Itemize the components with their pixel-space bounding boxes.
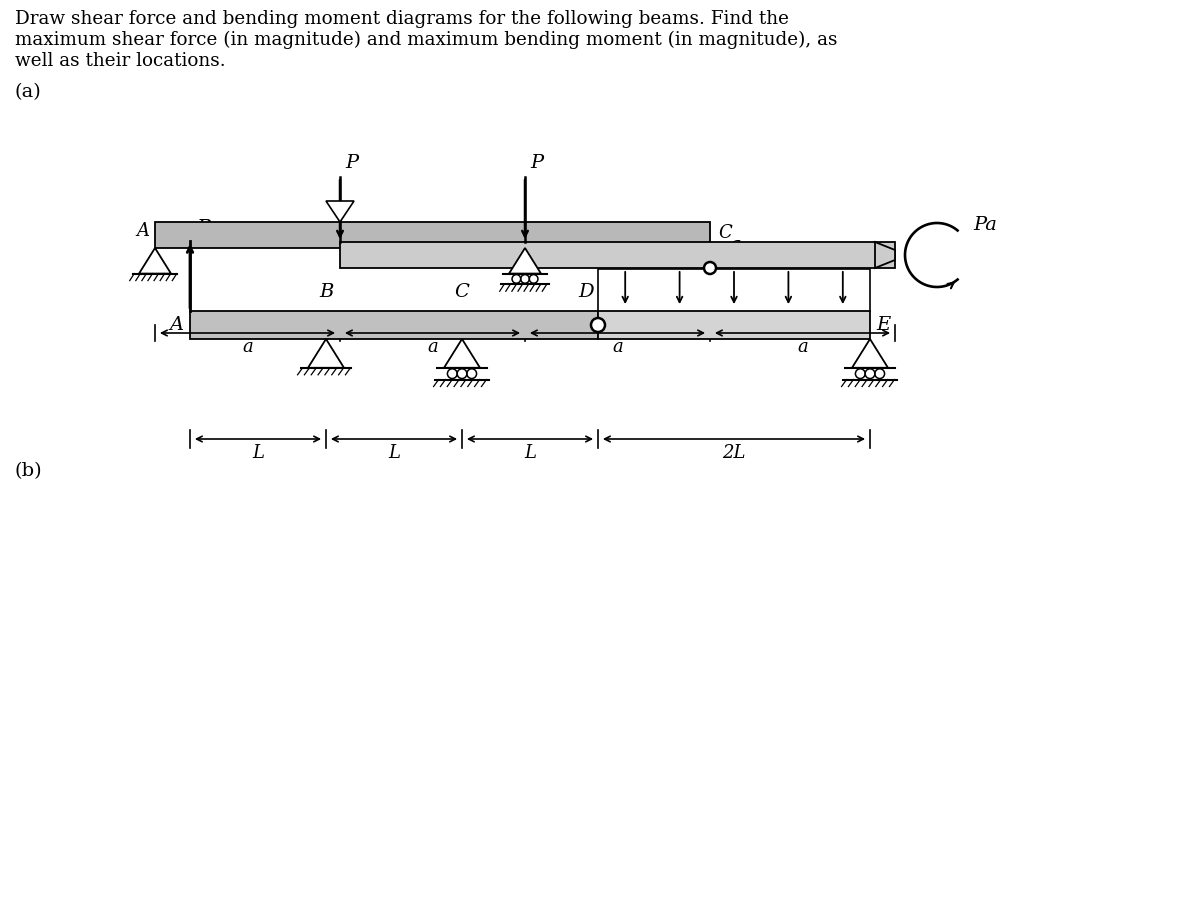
Text: A: A <box>170 316 184 334</box>
Text: maximum shear force (in magnitude) and maximum bending moment (in magnitude), as: maximum shear force (in magnitude) and m… <box>16 31 837 49</box>
Polygon shape <box>327 201 354 222</box>
Polygon shape <box>190 311 598 339</box>
Text: a: a <box>427 338 438 356</box>
Text: C: C <box>454 283 470 301</box>
Text: B: B <box>319 283 334 301</box>
Polygon shape <box>309 339 344 368</box>
Polygon shape <box>852 339 887 368</box>
Text: a: a <box>612 338 623 356</box>
Text: B: B <box>529 254 542 272</box>
Text: L: L <box>524 444 536 462</box>
Text: a: a <box>797 338 807 356</box>
Text: D: D <box>579 283 594 301</box>
Text: C: C <box>718 224 732 242</box>
Text: (b): (b) <box>16 462 43 480</box>
Text: q: q <box>727 236 740 255</box>
Text: a: a <box>242 338 252 356</box>
Text: P: P <box>530 154 543 172</box>
Circle shape <box>591 318 605 332</box>
Text: Pa: Pa <box>974 216 997 234</box>
Text: E: E <box>875 316 890 334</box>
Polygon shape <box>155 222 710 248</box>
Text: 2L: 2L <box>722 444 746 462</box>
Polygon shape <box>598 311 869 339</box>
Text: P: P <box>344 154 358 172</box>
Polygon shape <box>340 242 895 268</box>
Circle shape <box>704 262 716 274</box>
Text: (a): (a) <box>16 83 42 101</box>
Text: A: A <box>136 222 150 240</box>
Polygon shape <box>509 248 541 274</box>
Text: L: L <box>252 444 264 462</box>
Polygon shape <box>875 242 895 268</box>
Text: P: P <box>196 219 210 238</box>
Polygon shape <box>139 248 171 274</box>
Text: Draw shear force and bending moment diagrams for the following beams. Find the: Draw shear force and bending moment diag… <box>16 10 789 28</box>
Text: L: L <box>388 444 399 462</box>
Polygon shape <box>444 339 480 368</box>
Text: well as their locations.: well as their locations. <box>16 52 226 70</box>
